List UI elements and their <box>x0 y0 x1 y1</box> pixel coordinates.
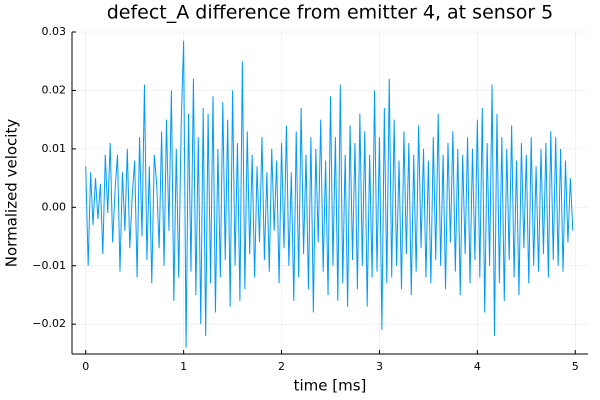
y-axis-label: Normalized velocity <box>3 119 21 268</box>
x-tick-label: 4 <box>474 360 481 373</box>
x-tick-label: 2 <box>278 360 285 373</box>
y-tick-label: 0.02 <box>42 83 67 96</box>
x-tick-label: 0 <box>82 360 89 373</box>
chart-title: defect_A difference from emitter 4, at s… <box>107 2 554 24</box>
x-tick-label: 1 <box>180 360 187 373</box>
x-tick-label: 5 <box>572 360 579 373</box>
x-tick-label: 3 <box>376 360 383 373</box>
y-tick-label: 0.00 <box>42 200 67 213</box>
y-tick-label: 0.01 <box>42 142 67 155</box>
y-tick-label: −0.02 <box>32 317 66 330</box>
data-line <box>85 40 574 348</box>
y-tick-label: 0.03 <box>42 25 67 38</box>
x-axis-label: time [ms] <box>294 377 367 395</box>
y-tick-label: −0.01 <box>32 259 66 272</box>
